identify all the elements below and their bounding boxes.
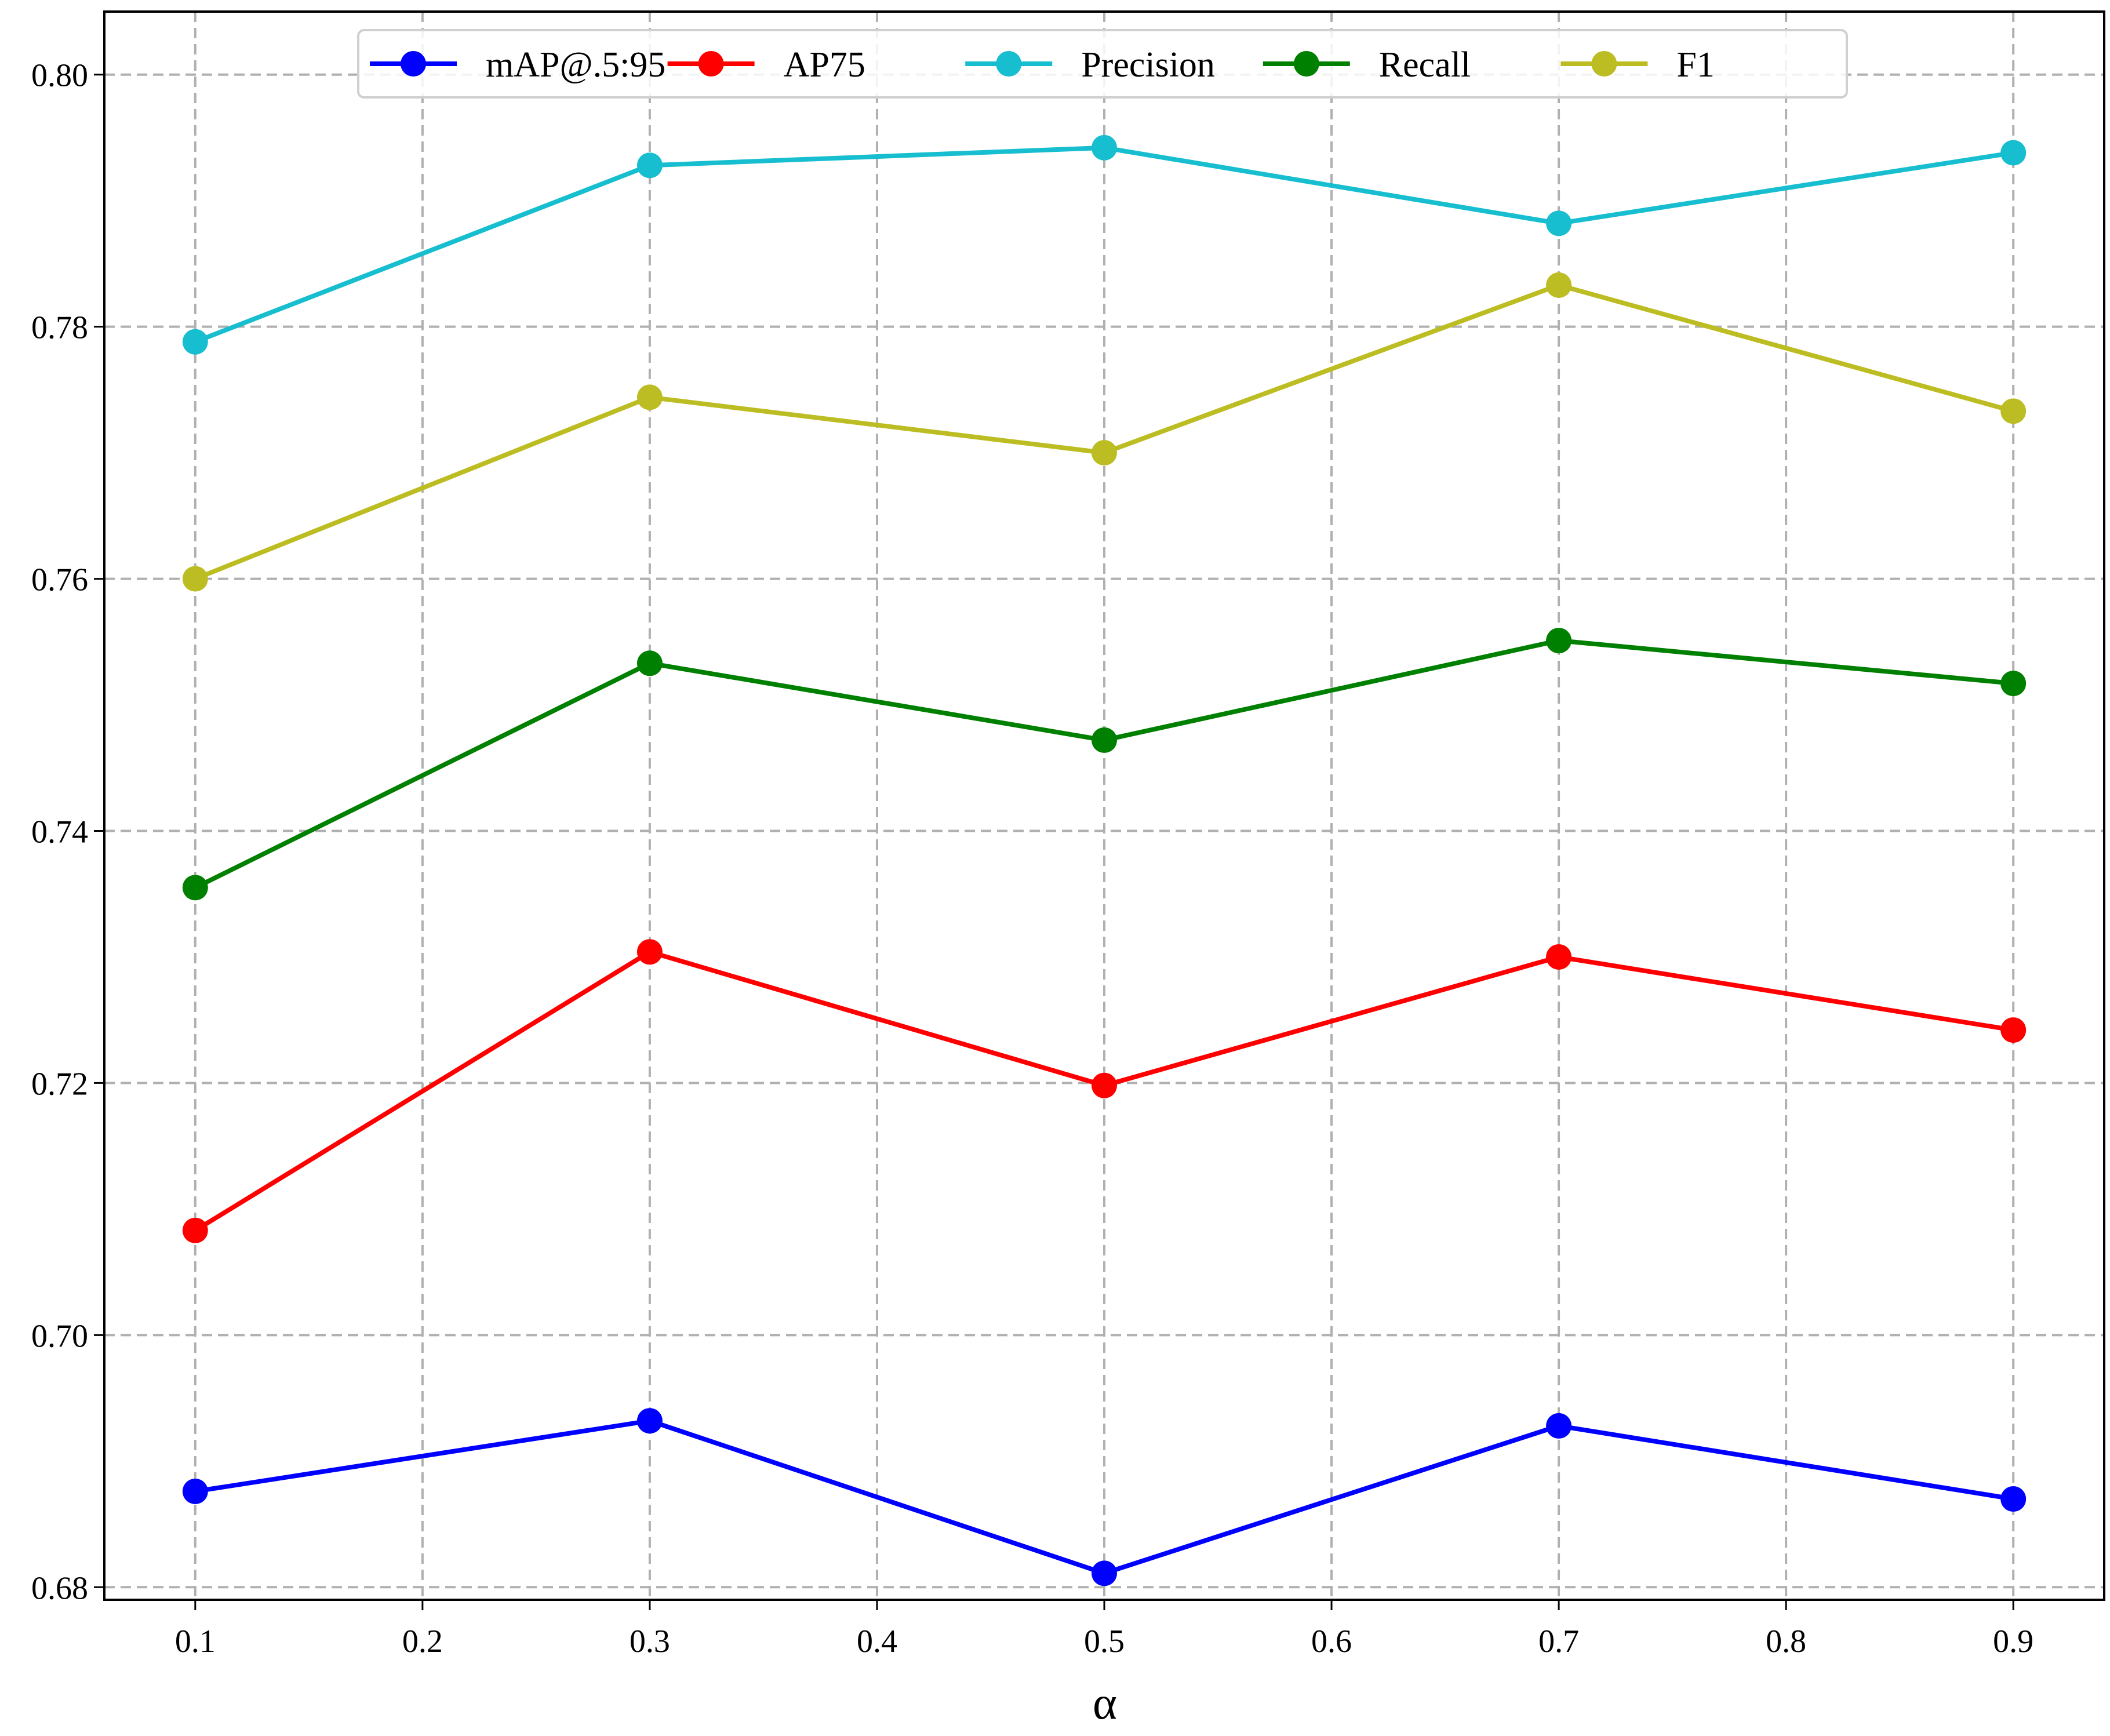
x-tick-label: 0.8 — [1766, 1624, 1806, 1659]
data-point — [2000, 1017, 2027, 1043]
legend: mAP@.5:95 AP75 Precision Recall F1 — [357, 29, 1848, 99]
plot-frame — [103, 10, 2105, 1601]
y-tick-label: 0.80 — [31, 58, 88, 94]
data-point — [2000, 1486, 2027, 1512]
data-point — [1546, 210, 1572, 236]
y-tick-label: 0.76 — [31, 562, 88, 598]
data-point — [2000, 140, 2027, 166]
x-tick-label: 0.5 — [1084, 1624, 1125, 1659]
legend-marker — [401, 51, 426, 77]
data-point — [182, 329, 208, 355]
legend-label: F1 — [1676, 45, 1714, 85]
x-tick-label: 0.7 — [1538, 1624, 1579, 1659]
legend-label: Precision — [1081, 45, 1215, 85]
x-tick-label: 0.9 — [1993, 1624, 2033, 1659]
data-point — [1546, 1413, 1572, 1439]
series-recall — [182, 628, 2027, 901]
x-tick-label: 0.1 — [175, 1624, 216, 1659]
series-map-5-95 — [182, 1408, 2027, 1586]
legend-box — [357, 29, 1848, 99]
x-tick-label: 0.2 — [402, 1624, 443, 1659]
data-point — [2000, 671, 2027, 697]
data-series — [182, 134, 2027, 1586]
y-tick-label: 0.74 — [31, 814, 88, 850]
data-point — [1092, 727, 1117, 753]
data-point — [2000, 398, 2027, 424]
series-f1 — [182, 272, 2027, 592]
data-point — [1092, 1560, 1117, 1586]
series-ap75 — [182, 939, 2027, 1243]
data-point — [1546, 944, 1572, 970]
legend-label: AP75 — [784, 45, 865, 85]
y-tick-label: 0.78 — [31, 310, 88, 346]
data-point — [1546, 628, 1572, 654]
legend-label: mAP@.5:95 — [486, 45, 665, 85]
data-point — [182, 1217, 208, 1243]
data-point — [636, 152, 663, 179]
data-point — [636, 650, 663, 676]
data-point — [182, 566, 208, 592]
data-point — [1092, 134, 1117, 161]
x-tick-label: 0.3 — [630, 1624, 670, 1659]
data-point — [1092, 1072, 1117, 1098]
data-point — [636, 384, 663, 410]
y-tick-label: 0.72 — [31, 1066, 88, 1102]
data-point — [182, 875, 208, 901]
series-precision — [182, 134, 2027, 355]
legend-marker — [996, 51, 1022, 77]
data-point — [1092, 440, 1117, 466]
x-axis-label: α — [1093, 1678, 1117, 1729]
y-tick-label: 0.70 — [31, 1318, 88, 1354]
legend-marker — [698, 51, 724, 77]
legend-label: Recall — [1379, 45, 1471, 85]
data-point — [636, 1408, 663, 1434]
data-point — [182, 1478, 208, 1504]
legend-marker — [1591, 51, 1617, 77]
data-point — [1546, 272, 1572, 298]
x-tick-label: 0.6 — [1311, 1624, 1352, 1659]
data-point — [636, 939, 663, 965]
y-tick-label: 0.68 — [31, 1570, 88, 1606]
axes: 0.1 0.2 0.3 0.4 0.5 0.6 0.7 0.8 0.9 0.68 0.70 0.72 0… — [31, 10, 2105, 1659]
x-tick-label: 0.4 — [857, 1624, 897, 1659]
legend-marker — [1293, 51, 1319, 77]
